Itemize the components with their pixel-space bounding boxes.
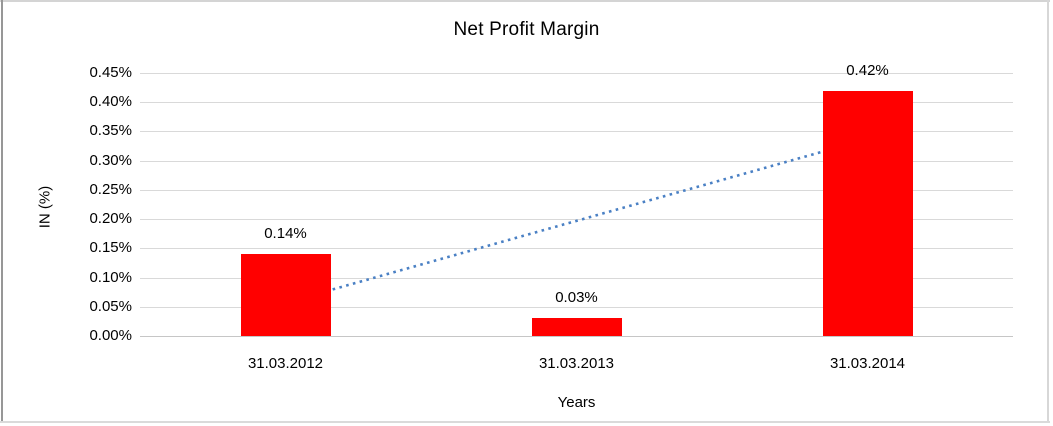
y-tick-label: 0.00% bbox=[89, 327, 132, 344]
y-tick-label: 0.15% bbox=[89, 239, 132, 256]
bar-31.03.2013 bbox=[531, 318, 622, 336]
gridline bbox=[140, 73, 1013, 74]
y-tick-label: 0.05% bbox=[89, 298, 132, 315]
plot-area: 0.14% 0.03% 0.42% bbox=[140, 62, 1013, 337]
gridline bbox=[140, 161, 1013, 162]
y-tick-label: 0.45% bbox=[89, 64, 132, 81]
x-tick-label: 31.03.2013 bbox=[538, 355, 615, 372]
gridline bbox=[140, 190, 1013, 191]
gridline bbox=[140, 336, 1013, 337]
chart-title: Net Profit Margin bbox=[453, 19, 600, 40]
y-tick-label: 0.25% bbox=[89, 181, 132, 198]
x-tick-label: 31.03.2014 bbox=[829, 355, 906, 372]
chart-frame-border-bottom bbox=[0, 421, 1050, 423]
gridline bbox=[140, 307, 1013, 308]
y-tick-label: 0.40% bbox=[89, 93, 132, 110]
chart-frame-border-right bbox=[1047, 0, 1049, 423]
bar-value-label: 0.42% bbox=[846, 61, 889, 79]
chart-frame-border-top bbox=[0, 0, 1050, 2]
trendline bbox=[285, 137, 868, 304]
gridline bbox=[140, 131, 1013, 132]
bar-31.03.2012 bbox=[240, 254, 331, 336]
gridline bbox=[140, 248, 1013, 249]
bar-value-label: 0.14% bbox=[264, 225, 307, 243]
y-tick-label: 0.30% bbox=[89, 152, 132, 169]
bar-31.03.2014 bbox=[822, 90, 913, 336]
y-tick-label: 0.10% bbox=[89, 269, 132, 286]
x-tick-label: 31.03.2012 bbox=[247, 355, 324, 372]
gridline bbox=[140, 219, 1013, 220]
bar-value-label: 0.03% bbox=[555, 289, 598, 307]
y-tick-label: 0.20% bbox=[89, 210, 132, 227]
chart-frame-border-left bbox=[1, 0, 3, 423]
x-axis-title: Years bbox=[557, 394, 596, 411]
y-tick-label: 0.35% bbox=[89, 122, 132, 139]
gridline bbox=[140, 278, 1013, 279]
gridline bbox=[140, 102, 1013, 103]
